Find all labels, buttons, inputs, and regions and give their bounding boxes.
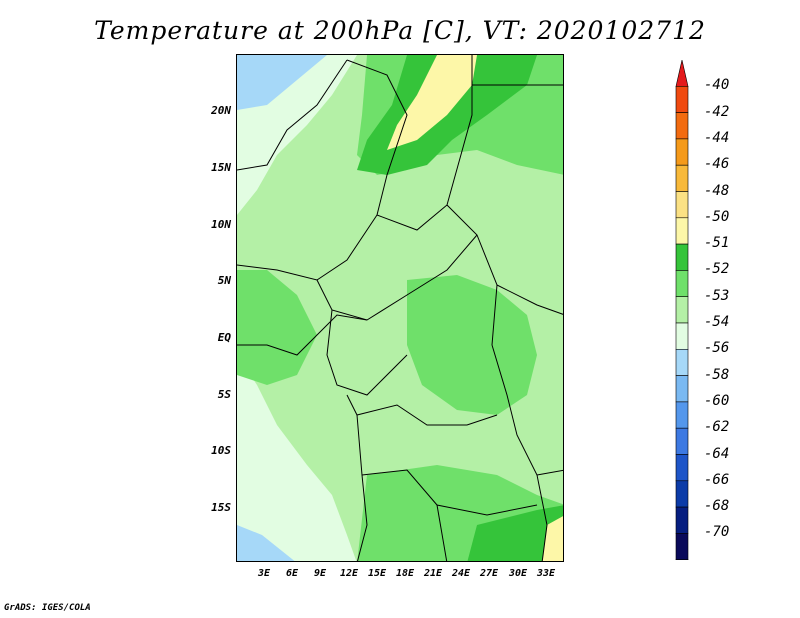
color-bar-segment bbox=[675, 480, 689, 508]
color-bar-segments bbox=[675, 60, 689, 560]
field-band-52-center bbox=[407, 275, 537, 415]
credit-text: GrADS: IGES/COLA bbox=[4, 603, 91, 613]
color-bar-segment bbox=[675, 401, 689, 429]
legend-label: -58 bbox=[704, 366, 730, 383]
legend-label: -56 bbox=[704, 340, 730, 357]
lat-label: 10S bbox=[211, 444, 231, 457]
lon-label: 30E bbox=[508, 568, 528, 579]
field-band-50-north bbox=[387, 55, 477, 150]
lon-label: 15E bbox=[367, 568, 387, 579]
legend-label: -66 bbox=[704, 471, 730, 488]
lat-label: 20N bbox=[211, 104, 231, 117]
lon-label: 9E bbox=[313, 568, 327, 579]
legend-label: -62 bbox=[704, 419, 730, 436]
color-bar-top-triangle bbox=[675, 60, 689, 87]
legend-label: -52 bbox=[704, 261, 730, 278]
color-bar bbox=[675, 60, 689, 560]
color-bar-segment bbox=[675, 112, 689, 140]
lon-label: 33E bbox=[536, 568, 556, 579]
lat-label: 10N bbox=[211, 218, 231, 231]
legend-label: -54 bbox=[704, 314, 730, 330]
lon-label: 6E bbox=[285, 568, 299, 579]
lat-label: EQ bbox=[217, 331, 231, 344]
legend-label: -46 bbox=[704, 156, 730, 173]
legend-label: -60 bbox=[704, 392, 730, 409]
color-bar-segment bbox=[675, 348, 689, 376]
color-bar-segment bbox=[675, 164, 689, 192]
legend-label: -70 bbox=[704, 524, 730, 541]
chart-title: Temperature at 200hPa [C], VT: 202010271… bbox=[94, 16, 706, 45]
lat-label: 5N bbox=[217, 274, 231, 287]
field-band-52-west bbox=[237, 270, 317, 385]
field-band-54-south bbox=[237, 355, 357, 561]
field-band-51-se bbox=[467, 505, 563, 561]
lat-label: 15N bbox=[211, 161, 231, 174]
color-bar-segment bbox=[675, 243, 689, 271]
temperature-map bbox=[237, 55, 563, 561]
map-panel bbox=[236, 54, 564, 562]
field-band-56-nw bbox=[237, 55, 327, 110]
lat-label: 5S bbox=[217, 388, 231, 401]
color-bar-segment bbox=[675, 191, 689, 219]
color-bar-segment bbox=[675, 506, 689, 534]
legend-label: -50 bbox=[704, 208, 730, 225]
lon-label: 21E bbox=[423, 568, 443, 579]
color-bar-segment bbox=[675, 217, 689, 245]
legend-label: -51 bbox=[704, 235, 730, 252]
color-bar-segment bbox=[675, 427, 689, 455]
lon-label: 18E bbox=[395, 568, 415, 579]
legend-label: -64 bbox=[704, 445, 730, 462]
lon-label: 3E bbox=[257, 568, 271, 579]
field-band-50-se bbox=[542, 516, 563, 561]
color-bar-segment bbox=[675, 270, 689, 297]
field-band-56-sw bbox=[237, 525, 295, 561]
legend-label: -42 bbox=[704, 103, 730, 120]
color-bar-segment bbox=[675, 375, 689, 403]
color-bar-segment bbox=[675, 85, 689, 113]
country-borders bbox=[237, 55, 563, 561]
legend-label: -44 bbox=[704, 129, 730, 146]
color-bar-segment bbox=[675, 296, 689, 324]
lon-label: 24E bbox=[451, 568, 471, 579]
legend-label: -40 bbox=[704, 77, 730, 94]
legend-label: -68 bbox=[704, 498, 730, 515]
color-bar-segment bbox=[675, 138, 689, 166]
legend-label: -48 bbox=[704, 182, 730, 199]
color-bar-segment bbox=[675, 454, 689, 482]
color-bar-segment bbox=[675, 322, 689, 350]
lon-label: 27E bbox=[479, 568, 499, 579]
color-bar-segment bbox=[675, 533, 689, 560]
lat-label: 15S bbox=[211, 501, 231, 514]
lon-label: 12E bbox=[339, 568, 359, 579]
legend-label: -53 bbox=[704, 287, 730, 304]
